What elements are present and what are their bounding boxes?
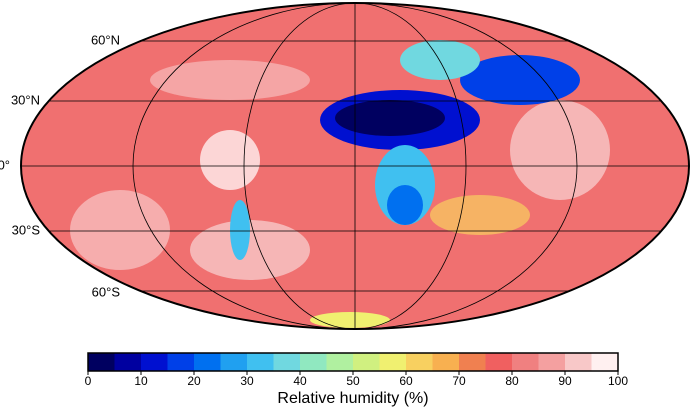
tick-label: 60 — [399, 374, 413, 388]
tick-label: 30 — [240, 374, 254, 388]
color-swatch — [353, 353, 380, 371]
color-swatch — [300, 353, 327, 371]
tick-label: 90 — [558, 374, 572, 388]
color-swatch — [379, 353, 407, 371]
color-swatch — [326, 353, 354, 371]
color-swatch — [114, 353, 142, 371]
color-swatch — [459, 353, 486, 371]
tick-label: 70 — [452, 374, 466, 388]
color-swatch — [167, 353, 195, 371]
color-swatch — [432, 353, 460, 371]
latitude-label: 30°N — [11, 92, 40, 107]
latitude-label: 0° — [0, 157, 10, 172]
latitude-labels: 60°N 30°N 0° 30°S 60°S — [0, 32, 120, 299]
color-swatch — [220, 353, 248, 371]
color-swatch — [538, 353, 566, 371]
color-swatch — [194, 353, 221, 371]
tick-label: 40 — [293, 374, 307, 388]
colorbar: 0 10 20 30 40 50 60 70 80 90 100 Relative humidity … — [85, 352, 628, 407]
color-swatch — [591, 353, 619, 371]
tick-label: 20 — [187, 374, 201, 388]
latitude-label: 30°S — [12, 222, 41, 237]
graticule — [20, 2, 690, 330]
tick-label: 80 — [505, 374, 519, 388]
latitude-label: 60°N — [91, 32, 120, 47]
color-swatch — [485, 353, 513, 371]
color-swatch — [512, 353, 539, 371]
color-swatch — [88, 353, 115, 371]
color-swatch — [406, 353, 433, 371]
tick-label: 10 — [134, 374, 148, 388]
tick-label: 50 — [346, 374, 360, 388]
color-swatch — [247, 353, 274, 371]
color-swatch — [141, 353, 168, 371]
colorbar-label: Relative humidity (%) — [277, 390, 428, 407]
tick-label: 100 — [608, 374, 628, 388]
color-swatch — [273, 353, 301, 371]
color-swatch — [565, 353, 592, 371]
humidity-field — [21, 3, 689, 329]
latitude-label: 60°S — [92, 284, 121, 299]
tick-label: 0 — [85, 374, 92, 388]
